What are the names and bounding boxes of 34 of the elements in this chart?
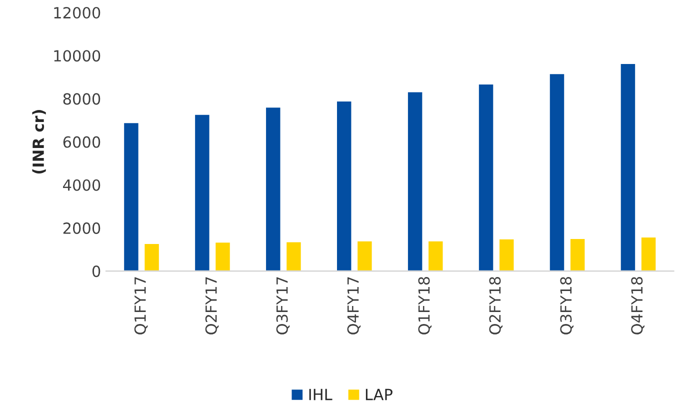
y-tick-label: 6000 — [63, 136, 100, 148]
x-tick-label: Q3FY17 — [276, 277, 290, 334]
x-tick-label: Q2FY18 — [489, 276, 503, 334]
bar — [264, 106, 282, 272]
x-tick-label: Q1FY18 — [418, 276, 432, 334]
y-tick-label: 8000 — [63, 93, 100, 105]
bar — [498, 238, 516, 272]
x-tick-label: Q3FY18 — [560, 276, 574, 334]
bar — [640, 236, 658, 272]
legend-label: IHL — [309, 388, 332, 400]
bar — [336, 100, 353, 272]
bar — [406, 90, 424, 272]
bar — [285, 240, 302, 272]
y-tick-label: 2000 — [63, 222, 100, 234]
bar — [427, 240, 444, 272]
x-tick-label: Q4FY18 — [631, 276, 644, 334]
y-axis-title: (INR cr) — [32, 110, 46, 174]
y-tick-label: 4000 — [63, 179, 100, 191]
x-tick-label: Q2FY17 — [205, 277, 219, 334]
bar — [569, 238, 586, 272]
bar — [478, 83, 495, 272]
y-tick-label: 10000 — [54, 50, 100, 62]
bar — [122, 122, 140, 272]
bar — [619, 62, 636, 272]
bar — [214, 241, 232, 272]
x-tick-label: Q1FY17 — [134, 277, 148, 334]
legend-label: LAP — [366, 388, 392, 400]
bar — [548, 72, 566, 272]
y-tick-label: 0 — [92, 266, 100, 278]
bar — [356, 240, 374, 272]
y-tick-label: 12000 — [54, 6, 100, 19]
bar — [143, 242, 160, 272]
x-tick-label: Q4FY17 — [347, 277, 361, 334]
bar — [194, 114, 211, 272]
